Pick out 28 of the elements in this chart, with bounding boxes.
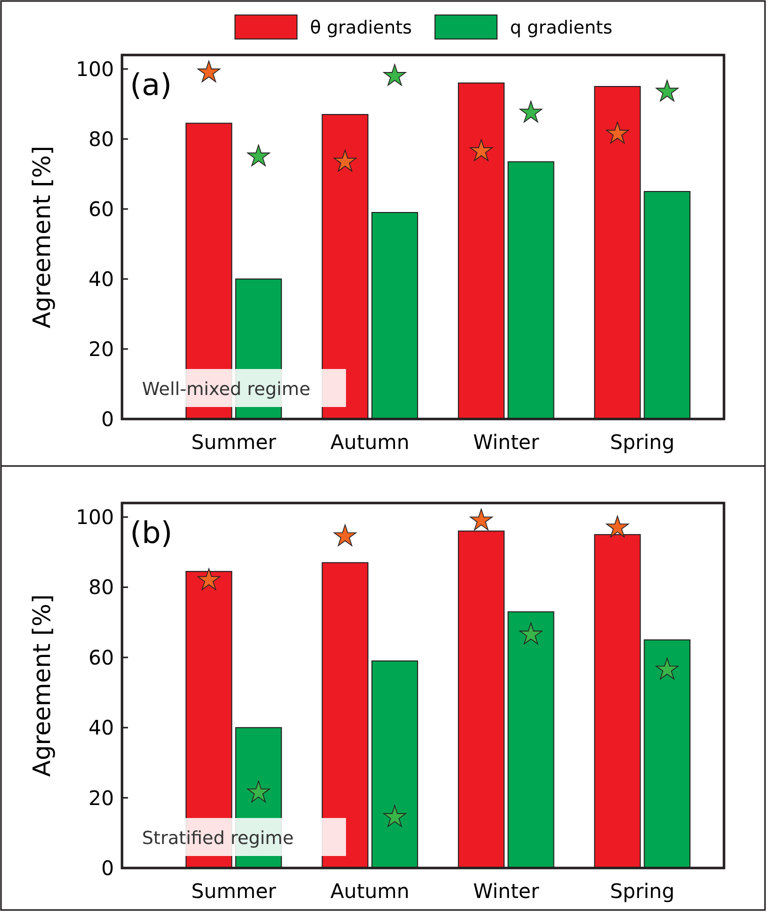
legend-label: q gradients: [510, 17, 612, 38]
y-tick-label: 0: [101, 856, 114, 880]
y-tick-label: 20: [88, 337, 114, 361]
y-tick-label: 80: [88, 575, 114, 600]
annotation: (a): [130, 68, 172, 103]
y-tick-label: 60: [88, 645, 114, 670]
x-tick-label: Winter: [473, 879, 540, 903]
annotation: Well-mixed regime: [142, 379, 310, 400]
x-tick-label: Summer: [191, 879, 277, 903]
y-tick-label: 40: [88, 716, 114, 740]
y-tick-label: 0: [101, 407, 114, 431]
y-tick-label: 100: [76, 57, 114, 81]
x-tick-label: Winter: [473, 430, 540, 454]
y-tick-label: 60: [88, 197, 114, 221]
legend-label: θ gradients: [310, 17, 412, 38]
y-tick-label: 80: [88, 127, 114, 151]
y-tick-label: 100: [76, 505, 114, 530]
y-axis-title: Agreement [%]: [28, 146, 56, 328]
annotation: Stratified regime: [142, 828, 294, 849]
x-tick-label: Spring: [610, 879, 675, 903]
y-tick-label: 20: [88, 786, 114, 810]
x-tick-label: Autumn: [330, 430, 410, 454]
y-tick-label: 40: [88, 267, 114, 291]
x-tick-label: Autumn: [330, 879, 410, 903]
y-axis-title: Agreement [%]: [28, 594, 56, 777]
annotation: (b): [130, 516, 172, 551]
x-tick-label: Spring: [610, 430, 675, 454]
x-tick-label: Summer: [191, 430, 277, 454]
